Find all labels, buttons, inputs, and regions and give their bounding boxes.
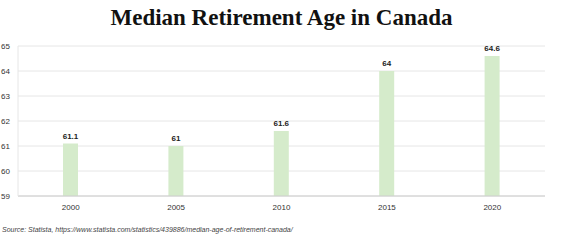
svg-text:61.1: 61.1 [63,132,79,141]
svg-text:64.6: 64.6 [484,44,500,53]
svg-text:63: 63 [8,92,11,101]
svg-text:2005: 2005 [167,203,185,212]
svg-text:62: 62 [8,117,11,126]
svg-text:64: 64 [382,59,391,68]
svg-text:61.6: 61.6 [274,119,290,128]
svg-text:2000: 2000 [62,203,80,212]
svg-text:2020: 2020 [483,203,501,212]
html-text:Source: Statista, https://www.: Source: Statista, https://www.statista.c… [2,226,293,233]
svg-text:60: 60 [8,167,11,176]
svg-text:2015: 2015 [378,203,396,212]
svg-text:61: 61 [171,134,180,143]
html-text:Median Retirement Age in Canad: Median Retirement Age in Canada [110,5,453,30]
svg-text:64: 64 [8,67,11,76]
svg-text:2010: 2010 [273,203,291,212]
svg-text:61: 61 [8,142,11,151]
svg-text:59: 59 [8,192,11,201]
svg-text:65: 65 [8,42,11,51]
